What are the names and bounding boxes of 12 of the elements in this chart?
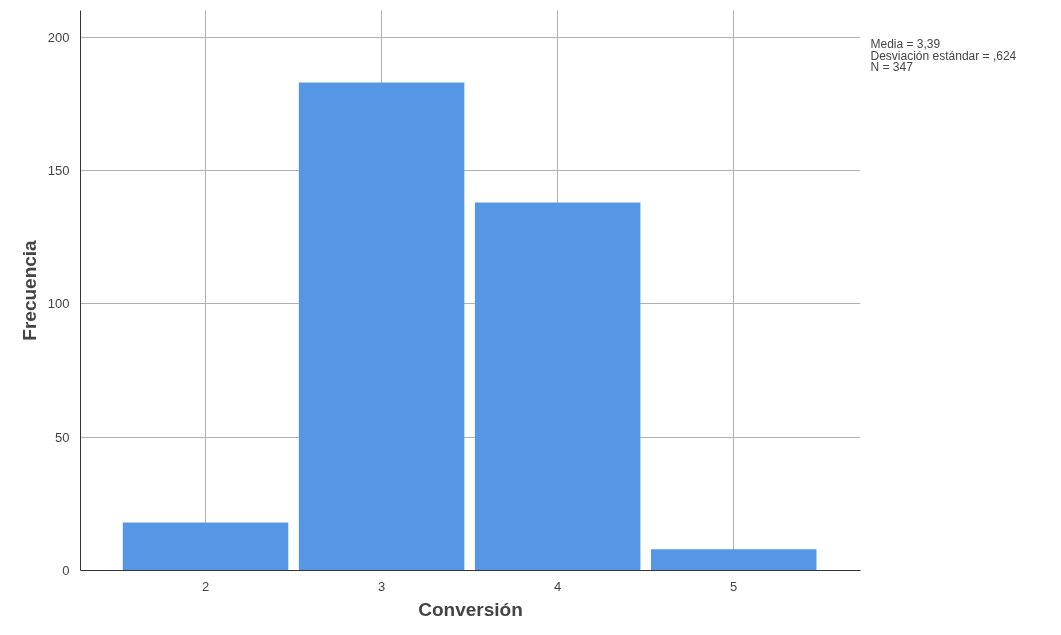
y-tick-label: 200 — [47, 29, 70, 45]
x-tick-label: 4 — [554, 578, 562, 594]
x-tick-label: 2 — [201, 578, 210, 594]
x-tick-label: 5 — [730, 578, 738, 594]
y-tick-label: 50 — [55, 429, 70, 445]
y-axis-title: Frecuencia — [18, 239, 40, 341]
y-tick-label: 150 — [47, 163, 70, 178]
text: N = 347 — [870, 60, 914, 75]
x-tick-label: 3 — [377, 578, 386, 594]
y-tick-label: 100 — [47, 296, 70, 312]
x-axis-title: Conversión — [418, 598, 523, 620]
y-tick-label: 0 — [62, 563, 70, 578]
